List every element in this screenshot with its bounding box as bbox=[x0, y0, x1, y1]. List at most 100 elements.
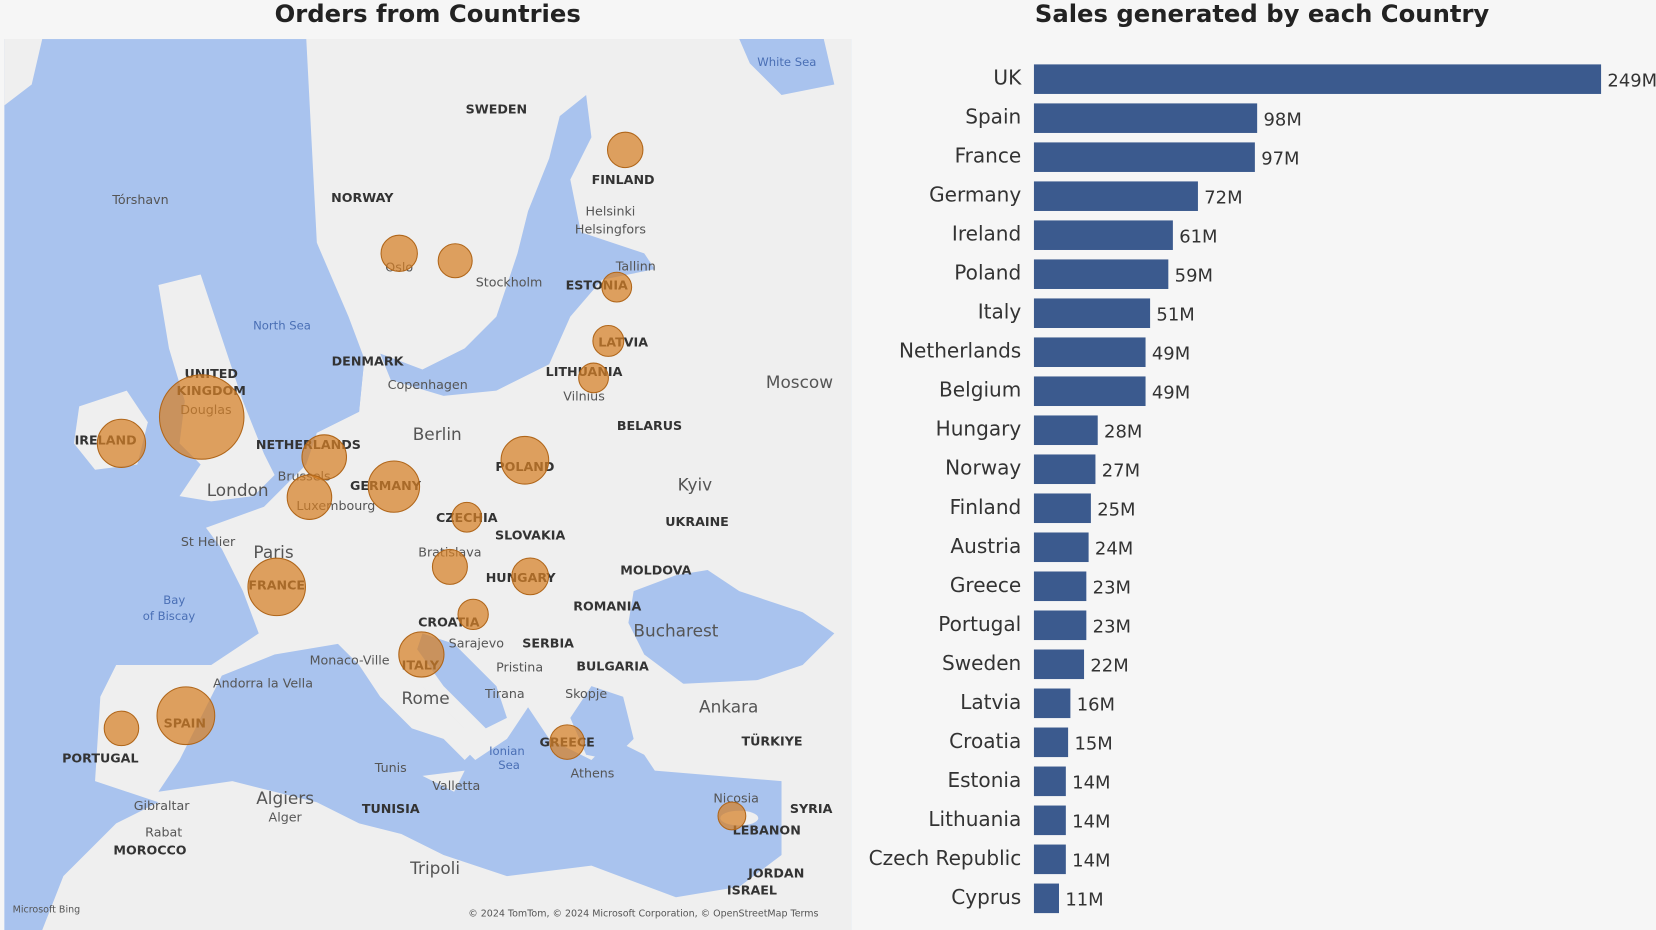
bubble bbox=[398, 631, 445, 678]
map-label: DENMARK bbox=[332, 354, 405, 369]
map-label: SLOVAKIA bbox=[495, 528, 565, 543]
category-label: Lithuania bbox=[928, 807, 1021, 831]
greenland bbox=[4, 39, 43, 106]
value-label: 61M bbox=[1179, 226, 1217, 247]
value-label: 23M bbox=[1093, 616, 1131, 637]
value-label: 25M bbox=[1097, 499, 1135, 520]
bar bbox=[1033, 532, 1089, 563]
map-label: JORDAN bbox=[747, 866, 804, 881]
map-label: LEBANON bbox=[733, 822, 801, 837]
value-label: 14M bbox=[1072, 772, 1110, 793]
bar bbox=[1033, 844, 1066, 875]
bar bbox=[1033, 688, 1071, 719]
value-label: 15M bbox=[1074, 733, 1112, 754]
map-label: SWEDEN bbox=[466, 101, 527, 116]
bar bbox=[1033, 64, 1602, 94]
map-label: Rome bbox=[402, 688, 450, 708]
category-label: Cyprus bbox=[951, 885, 1021, 909]
bubble bbox=[96, 418, 147, 468]
bubble bbox=[156, 686, 216, 746]
map[interactable]: SWEDEN NORWAY FINLAND Tórshavn Helsinki Helsi… bbox=[4, 39, 852, 930]
bar bbox=[1033, 766, 1066, 797]
map-label: Athens bbox=[571, 765, 615, 780]
category-label: Croatia bbox=[949, 729, 1021, 753]
map-label: Moscow bbox=[766, 372, 833, 392]
bubble bbox=[103, 710, 140, 747]
bubble bbox=[606, 131, 644, 169]
value-label: 59M bbox=[1175, 265, 1213, 286]
map-label: Alger bbox=[269, 810, 303, 825]
bubble bbox=[451, 501, 483, 533]
map-label: ROMANIA bbox=[573, 598, 641, 613]
bar bbox=[1033, 493, 1091, 524]
bar bbox=[1033, 454, 1096, 485]
map-label: MOROCCO bbox=[113, 842, 186, 857]
bubble bbox=[431, 548, 468, 585]
bubble bbox=[717, 801, 747, 831]
value-label: 16M bbox=[1077, 694, 1115, 715]
black-sea bbox=[628, 570, 835, 687]
value-label: 51M bbox=[1156, 304, 1194, 325]
map-label: FINLAND bbox=[592, 172, 655, 187]
category-label: Czech Republic bbox=[869, 846, 1022, 870]
bubble bbox=[578, 362, 609, 394]
map-label: Algiers bbox=[256, 788, 314, 808]
value-label: 249M bbox=[1607, 70, 1656, 91]
map-label: Paris bbox=[253, 542, 293, 562]
map-label: Bucharest bbox=[633, 620, 718, 640]
map-label: NORWAY bbox=[331, 190, 394, 205]
category-label: Austria bbox=[950, 534, 1021, 558]
bubble bbox=[247, 557, 306, 617]
map-label: Tallinn bbox=[615, 259, 656, 274]
bubble bbox=[380, 234, 418, 273]
map-label: Bay bbox=[163, 593, 185, 607]
map-label: PORTUGAL bbox=[62, 750, 138, 765]
map-label: White Sea bbox=[757, 55, 816, 69]
map-label: Tirana bbox=[484, 686, 525, 701]
map-label: Tunis bbox=[374, 760, 407, 775]
map-label: Rabat bbox=[145, 824, 182, 839]
map-label: Copenhagen bbox=[388, 377, 468, 392]
bar bbox=[1033, 610, 1087, 641]
map-label: Tripoli bbox=[409, 858, 460, 878]
map-label: Gibraltar bbox=[134, 798, 191, 813]
map-label: SERBIA bbox=[522, 635, 574, 650]
bar bbox=[1033, 727, 1069, 758]
bubble bbox=[286, 474, 333, 520]
map-label: TUNISIA bbox=[362, 801, 420, 816]
category-label: Belgium bbox=[939, 378, 1021, 402]
bar bbox=[1033, 376, 1146, 407]
bubble bbox=[549, 724, 585, 760]
category-label: Finland bbox=[950, 495, 1022, 519]
bar bbox=[1033, 337, 1146, 368]
category-label: Spain bbox=[965, 105, 1021, 129]
category-label: Norway bbox=[945, 456, 1021, 480]
bar bbox=[1033, 142, 1255, 172]
map-label: North Sea bbox=[253, 319, 311, 333]
map-label: UKRAINE bbox=[665, 514, 729, 529]
value-label: 97M bbox=[1261, 148, 1299, 169]
bar bbox=[1033, 571, 1087, 602]
value-label: 14M bbox=[1072, 850, 1110, 871]
map-label: ISRAEL bbox=[727, 882, 777, 897]
category-label: Hungary bbox=[936, 417, 1022, 441]
value-label: 49M bbox=[1152, 382, 1190, 403]
bar bbox=[1033, 415, 1098, 446]
map-label: Berlin bbox=[413, 424, 462, 444]
map-label: SYRIA bbox=[790, 801, 833, 816]
map-label: Kyiv bbox=[678, 475, 713, 495]
bar bbox=[1033, 259, 1169, 289]
map-label: MOLDOVA bbox=[620, 563, 691, 578]
value-label: 27M bbox=[1102, 460, 1140, 481]
turkey bbox=[633, 675, 852, 782]
bar bbox=[1033, 220, 1173, 250]
category-label: UK bbox=[993, 66, 1022, 90]
baltic bbox=[380, 95, 655, 396]
category-label: Poland bbox=[954, 261, 1021, 285]
map-label: Valletta bbox=[432, 778, 480, 793]
bubble bbox=[592, 325, 625, 357]
italy bbox=[348, 633, 486, 792]
map-label: Helsingfors bbox=[575, 222, 646, 237]
category-label: Ireland bbox=[952, 222, 1021, 246]
bubble bbox=[158, 374, 245, 460]
